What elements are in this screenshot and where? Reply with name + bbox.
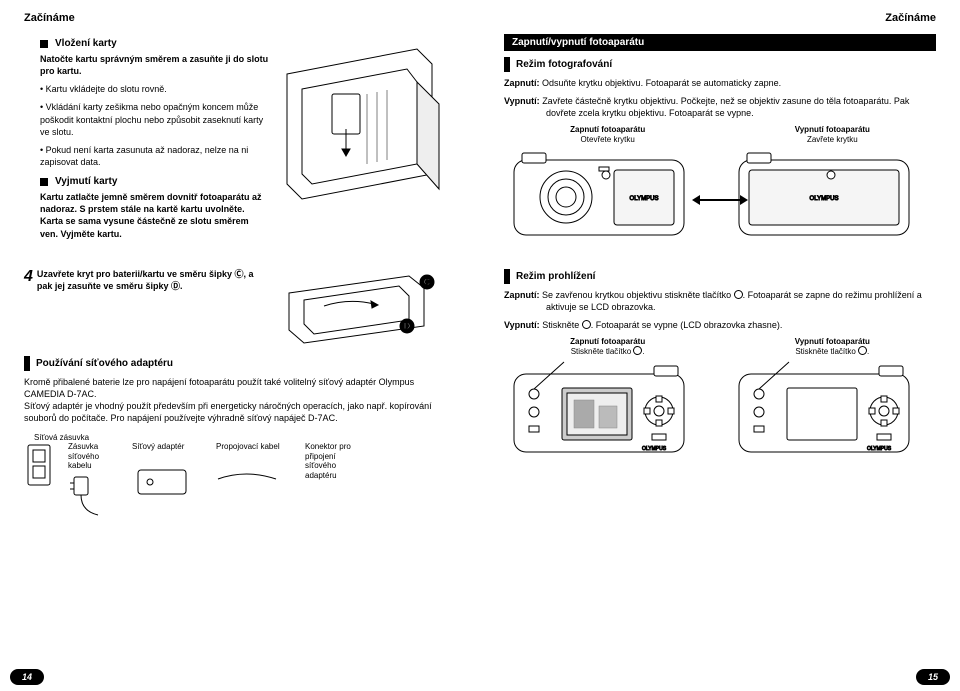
play-off-cap2a: Stiskněte tlačítko bbox=[795, 347, 858, 356]
play-off-cap2: Stiskněte tlačítko . bbox=[729, 347, 936, 357]
adapter-section: Používání síťového adaptéru Kromě přibal… bbox=[24, 356, 456, 425]
connector-label: Konektor pro připojení síťového adaptéru bbox=[305, 442, 365, 480]
page-left: Začínáme Vložení karty Natočte kartu spr… bbox=[0, 0, 480, 691]
shoot-camera-closed: Vypnutí fotoaparátu Zavřete krytku OLYMP… bbox=[729, 125, 936, 244]
insert-card-line1: Natočte kartu správným směrem a zasuňte … bbox=[40, 53, 269, 77]
svg-text:D: D bbox=[404, 321, 411, 331]
play-on-cap2: Stiskněte tlačítko . bbox=[504, 347, 711, 357]
insert-card-title-text: Vložení karty bbox=[55, 38, 117, 49]
play-camera-on: Zapnutí fotoaparátu Stiskněte tlačítko . bbox=[504, 337, 711, 466]
shoot-closed-cap2: Zavřete krytku bbox=[729, 135, 936, 145]
step4-diagram: C D bbox=[279, 268, 444, 348]
wall-outlet-label: Síťová zásuvka bbox=[34, 433, 456, 443]
step4-row: 4 Uzavřete kryt pro baterii/kartu ve smě… bbox=[24, 268, 456, 348]
play-camera-off: Vypnutí fotoaparátu Stiskněte tlačítko . bbox=[729, 337, 936, 466]
play-on-cap1: Zapnutí fotoaparátu bbox=[504, 337, 711, 347]
play-on-cap2b: . bbox=[642, 347, 644, 356]
insert-card-bullet2: Vkládání karty zešikma nebo opačným konc… bbox=[40, 101, 269, 137]
wall-outlet-icon bbox=[24, 442, 54, 512]
display-button-icon bbox=[582, 320, 591, 329]
camera-front-closed-icon: OLYMPUS bbox=[729, 145, 919, 245]
play-mode-cameras: Zapnutí fotoaparátu Stiskněte tlačítko . bbox=[504, 337, 936, 466]
connector-block: Konektor pro připojení síťového adaptéru bbox=[305, 442, 365, 480]
svg-text:OLYMPUS: OLYMPUS bbox=[642, 446, 667, 452]
shoot-closed-cap1: Vypnutí fotoaparátu bbox=[729, 125, 936, 135]
play-on-cap2a: Stiskněte tlačítko bbox=[571, 347, 634, 356]
display-button-icon bbox=[858, 346, 867, 355]
remove-card-body: Kartu zatlačte jemně směrem dovnitř foto… bbox=[40, 191, 269, 240]
play-off-label: Vypnutí: bbox=[504, 320, 540, 330]
adapter-body: Kromě přibalené baterie lze pro napájení… bbox=[24, 376, 456, 425]
remove-card-title: Vyjmutí karty bbox=[40, 176, 269, 187]
remove-card-title-text: Vyjmutí karty bbox=[55, 176, 117, 187]
shoot-mode-cameras: Zapnutí fotoaparátu Otevřete krytku OLYM… bbox=[504, 125, 936, 244]
shoot-mode-title: Režim fotografování bbox=[504, 57, 936, 72]
camera-front-open-icon: OLYMPUS bbox=[504, 145, 694, 245]
svg-text:OLYMPUS: OLYMPUS bbox=[630, 196, 659, 202]
shoot-open-cap2: Otevřete krytku bbox=[504, 135, 711, 145]
play-off-row: Vypnutí: Stiskněte . Fotoaparát se vypne… bbox=[504, 319, 936, 331]
shoot-off-text: Zavřete částečně krytku objektivu. Počke… bbox=[542, 96, 909, 118]
page-header-right: Začínáme bbox=[504, 12, 936, 24]
svg-text:OLYMPUS: OLYMPUS bbox=[809, 196, 838, 202]
plug-label: Zásuvka síťového kabelu bbox=[68, 442, 118, 471]
left-text-area: Vložení karty Natočte kartu správným smě… bbox=[24, 34, 269, 264]
insert-card-bullet1: Kartu vkládejte do slotu rovně. bbox=[40, 83, 269, 95]
step4-text-block: 4 Uzavřete kryt pro baterii/kartu ve smě… bbox=[24, 268, 269, 348]
plug-block: Zásuvka síťového kabelu bbox=[68, 442, 118, 521]
adapter-box-label: Síťový adaptér bbox=[132, 442, 202, 452]
step4-num: 4 bbox=[24, 268, 33, 348]
page-right: Začínáme Zapnutí/vypnutí fotoaparátu Rež… bbox=[480, 0, 960, 691]
play-on-label: Zapnutí: bbox=[504, 290, 540, 300]
double-arrow-icon bbox=[690, 190, 750, 210]
shoot-camera-open: Zapnutí fotoaparátu Otevřete krytku OLYM… bbox=[504, 125, 711, 244]
step4-text: Uzavřete kryt pro baterii/kartu ve směru… bbox=[37, 268, 269, 342]
insert-card-title: Vložení karty bbox=[40, 38, 269, 49]
shoot-on-text: Odsuňte krytku objektivu. Fotoaparát se … bbox=[542, 78, 781, 88]
svg-text:OLYMPUS: OLYMPUS bbox=[867, 446, 892, 452]
adapter-title: Používání síťového adaptéru bbox=[24, 356, 456, 371]
play-on-row: Zapnutí: Se zavřenou krytkou objektivu s… bbox=[504, 289, 936, 313]
page-header-left: Začínáme bbox=[24, 12, 456, 24]
outlet-diagram: Síťová zásuvka Zásuvka síťového kabelu bbox=[24, 433, 456, 521]
left-top-row: Vložení karty Natočte kartu správným smě… bbox=[24, 34, 456, 264]
play-off-cap2b: . bbox=[867, 347, 869, 356]
square-bullet-icon bbox=[40, 178, 48, 186]
shoot-open-cap1: Zapnutí fotoaparátu bbox=[504, 125, 711, 135]
svg-text:C: C bbox=[424, 277, 431, 287]
power-heading: Zapnutí/vypnutí fotoaparátu bbox=[504, 34, 936, 51]
page-num-right: 15 bbox=[916, 669, 950, 685]
insert-card-bullet3: Pokud není karta zasunuta až nadoraz, ne… bbox=[40, 144, 269, 168]
cable-block: Propojovací kabel bbox=[216, 442, 291, 494]
play-off-text2: . Fotoaparát se vypne (LCD obrazovka zha… bbox=[591, 320, 783, 330]
play-off-cap1: Vypnutí fotoaparátu bbox=[729, 337, 936, 347]
shoot-off-row: Vypnutí: Zavřete částečně krytku objekti… bbox=[504, 95, 936, 119]
camera-back-off-icon: OLYMPUS bbox=[729, 356, 919, 466]
page-num-left: 14 bbox=[10, 669, 44, 685]
play-on-text1: Se zavřenou krytkou objektivu stiskněte … bbox=[542, 290, 734, 300]
play-off-text1: Stiskněte bbox=[542, 320, 582, 330]
play-mode-title: Režim prohlížení bbox=[504, 269, 936, 284]
display-button-icon bbox=[734, 290, 743, 299]
square-bullet-icon bbox=[40, 40, 48, 48]
adapter-box-block: Síťový adaptér bbox=[132, 442, 202, 502]
shoot-off-label: Vypnutí: bbox=[504, 96, 540, 106]
shoot-on-label: Zapnutí: bbox=[504, 78, 540, 88]
shoot-on-row: Zapnutí: Odsuňte krytku objektivu. Fotoa… bbox=[504, 77, 936, 89]
cable-label: Propojovací kabel bbox=[216, 442, 291, 452]
camera-back-on-icon: OLYMPUS bbox=[504, 356, 694, 466]
card-slot-diagram bbox=[277, 34, 456, 264]
